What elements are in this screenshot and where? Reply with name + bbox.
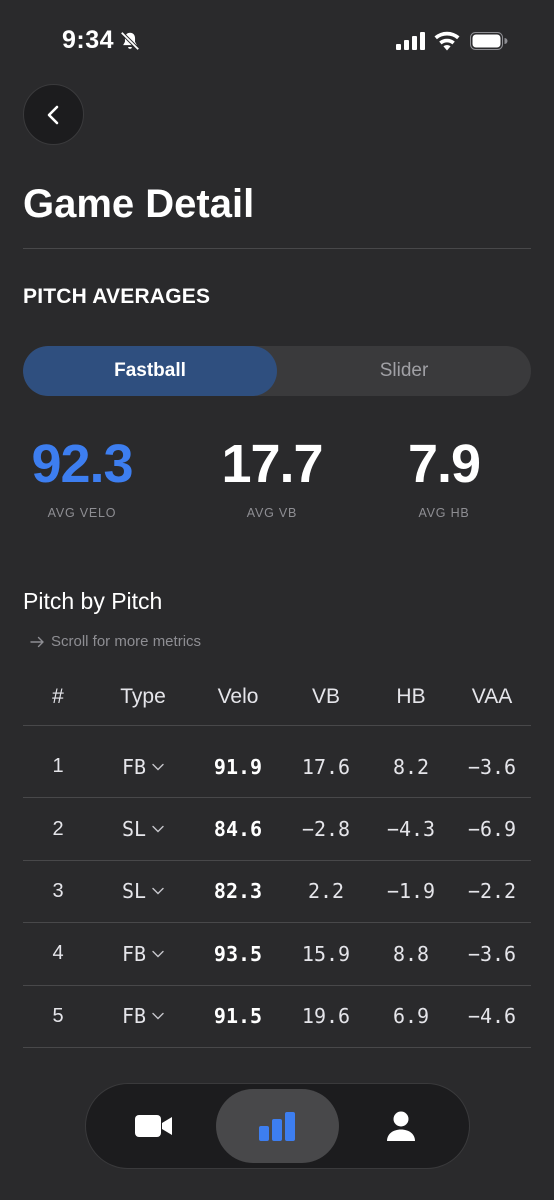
divider (23, 248, 531, 249)
table-body: 1 FB 91.9 17.6 8.2 −3.6 2 SL 84.6 −2.8 −… (23, 726, 531, 1048)
status-bar: 9:34 (0, 0, 554, 84)
avg-vb-label: AVG VB (246, 506, 298, 520)
scroll-hint-text: Scroll for more metrics (51, 633, 202, 650)
pitch-number: 2 (52, 817, 64, 840)
pitch-number: 5 (52, 1004, 64, 1027)
pitch-type-dropdown[interactable]: SL (93, 879, 193, 903)
table-header: # Type Velo VB HB VAA (23, 668, 531, 726)
pitch-velo: 91.5 (213, 1004, 263, 1029)
table-row: 1 FB 91.9 17.6 8.2 −3.6 (23, 736, 531, 799)
pitch-table: # Type Velo VB HB VAA 1 FB 91.9 17.6 8.2… (23, 668, 531, 1048)
pitch-vaa: −3.6 (467, 754, 517, 779)
table-row: 5 FB 91.5 19.6 6.9 −4.6 (23, 986, 531, 1048)
pitch-type-dropdown[interactable]: SL (93, 817, 193, 841)
wifi-icon (434, 31, 460, 51)
pitch-type-value: SL (121, 817, 147, 842)
pitch-vb: 2.2 (307, 879, 345, 904)
battery-icon (470, 32, 508, 50)
cellular-signal-icon (396, 32, 425, 50)
chevron-down-icon (152, 888, 164, 895)
bell-slash-icon (120, 31, 140, 51)
pitch-hb: −4.3 (386, 817, 436, 842)
pitch-type-dropdown[interactable]: FB (93, 755, 193, 779)
pitch-type-value: FB (121, 1004, 147, 1029)
page-title: Game Detail (23, 182, 255, 226)
table-row: 2 SL 84.6 −2.8 −4.3 −6.9 (23, 798, 531, 861)
table-row: 4 FB 93.5 15.9 8.8 −3.6 (23, 923, 531, 986)
avg-hb-value: 7.9 (407, 434, 481, 494)
col-header-type: Type (120, 684, 166, 708)
col-header-vb: VB (311, 684, 340, 708)
chevron-down-icon (152, 825, 164, 833)
pitch-vb: 17.6 (301, 754, 351, 779)
pitch-hb: 8.8 (392, 941, 430, 966)
nav-profile-button[interactable] (339, 1089, 463, 1163)
chevron-left-icon (47, 105, 58, 124)
pitch-vb: −2.8 (301, 817, 351, 842)
scroll-hint: Scroll for more metrics (30, 633, 201, 650)
pitch-hb: 8.2 (392, 754, 430, 779)
pitch-velo: 82.3 (213, 879, 263, 904)
avg-hb-label: AVG HB (418, 506, 470, 520)
col-header-velo: Velo (217, 684, 259, 708)
pitch-vaa: −4.6 (467, 1004, 517, 1029)
pitch-type-dropdown[interactable]: FB (93, 1004, 193, 1028)
col-header-vaa: VAA (471, 684, 513, 708)
chevron-down-icon (152, 1013, 164, 1020)
video-camera-icon (134, 1115, 172, 1137)
pitch-velo: 93.5 (213, 941, 263, 966)
person-icon (387, 1111, 416, 1141)
pitch-type-value: FB (121, 754, 147, 779)
pitch-type-dropdown[interactable]: FB (93, 942, 193, 966)
pitch-averages-heading: PITCH AVERAGES (23, 285, 211, 308)
avg-vb-stat: 17.7 AVG VB (218, 432, 326, 520)
back-button[interactable] (23, 84, 84, 145)
pitch-hb: 6.9 (392, 1004, 430, 1029)
avg-velo-label: AVG VELO (47, 506, 117, 520)
pitch-type-segmented-control: Fastball Slider (23, 346, 531, 396)
chevron-down-icon (152, 950, 164, 958)
avg-hb-stat: 7.9 AVG HB (395, 432, 493, 520)
nav-video-button[interactable] (92, 1089, 216, 1163)
pitch-type-value: SL (121, 879, 147, 904)
col-header-number: # (52, 684, 64, 708)
pitch-velo: 91.9 (213, 754, 263, 779)
pitch-number: 3 (52, 879, 64, 902)
bar-chart-icon (258, 1112, 295, 1141)
bottom-tab-bar (85, 1083, 470, 1169)
nav-stats-button[interactable] (215, 1089, 340, 1163)
pitch-type-value: FB (121, 941, 147, 966)
pitch-by-pitch-heading: Pitch by Pitch (23, 588, 163, 614)
tab-fastball[interactable]: Fastball (23, 346, 277, 396)
col-header-hb: HB (396, 684, 426, 708)
arrow-right-icon (30, 636, 44, 647)
chevron-down-icon (152, 763, 164, 771)
pitch-vaa: −6.9 (467, 817, 517, 842)
pitch-vaa: −3.6 (467, 941, 517, 966)
pitch-number: 4 (52, 942, 64, 965)
table-row: 3 SL 82.3 2.2 −1.9 −2.2 (23, 861, 531, 924)
pitch-hb: −1.9 (386, 879, 436, 904)
pitch-vb: 19.6 (301, 1004, 351, 1029)
avg-velo-value: 92.3 (31, 434, 133, 494)
avg-velo-stat: 92.3 AVG VELO (23, 432, 141, 520)
pitch-velo: 84.6 (213, 817, 263, 842)
status-time: 9:34 (62, 26, 115, 54)
avg-vb-value: 17.7 (221, 434, 323, 494)
pitch-vb: 15.9 (301, 941, 351, 966)
pitch-number: 1 (52, 755, 64, 778)
pitch-vaa: −2.2 (467, 879, 517, 904)
tab-slider[interactable]: Slider (379, 360, 429, 381)
